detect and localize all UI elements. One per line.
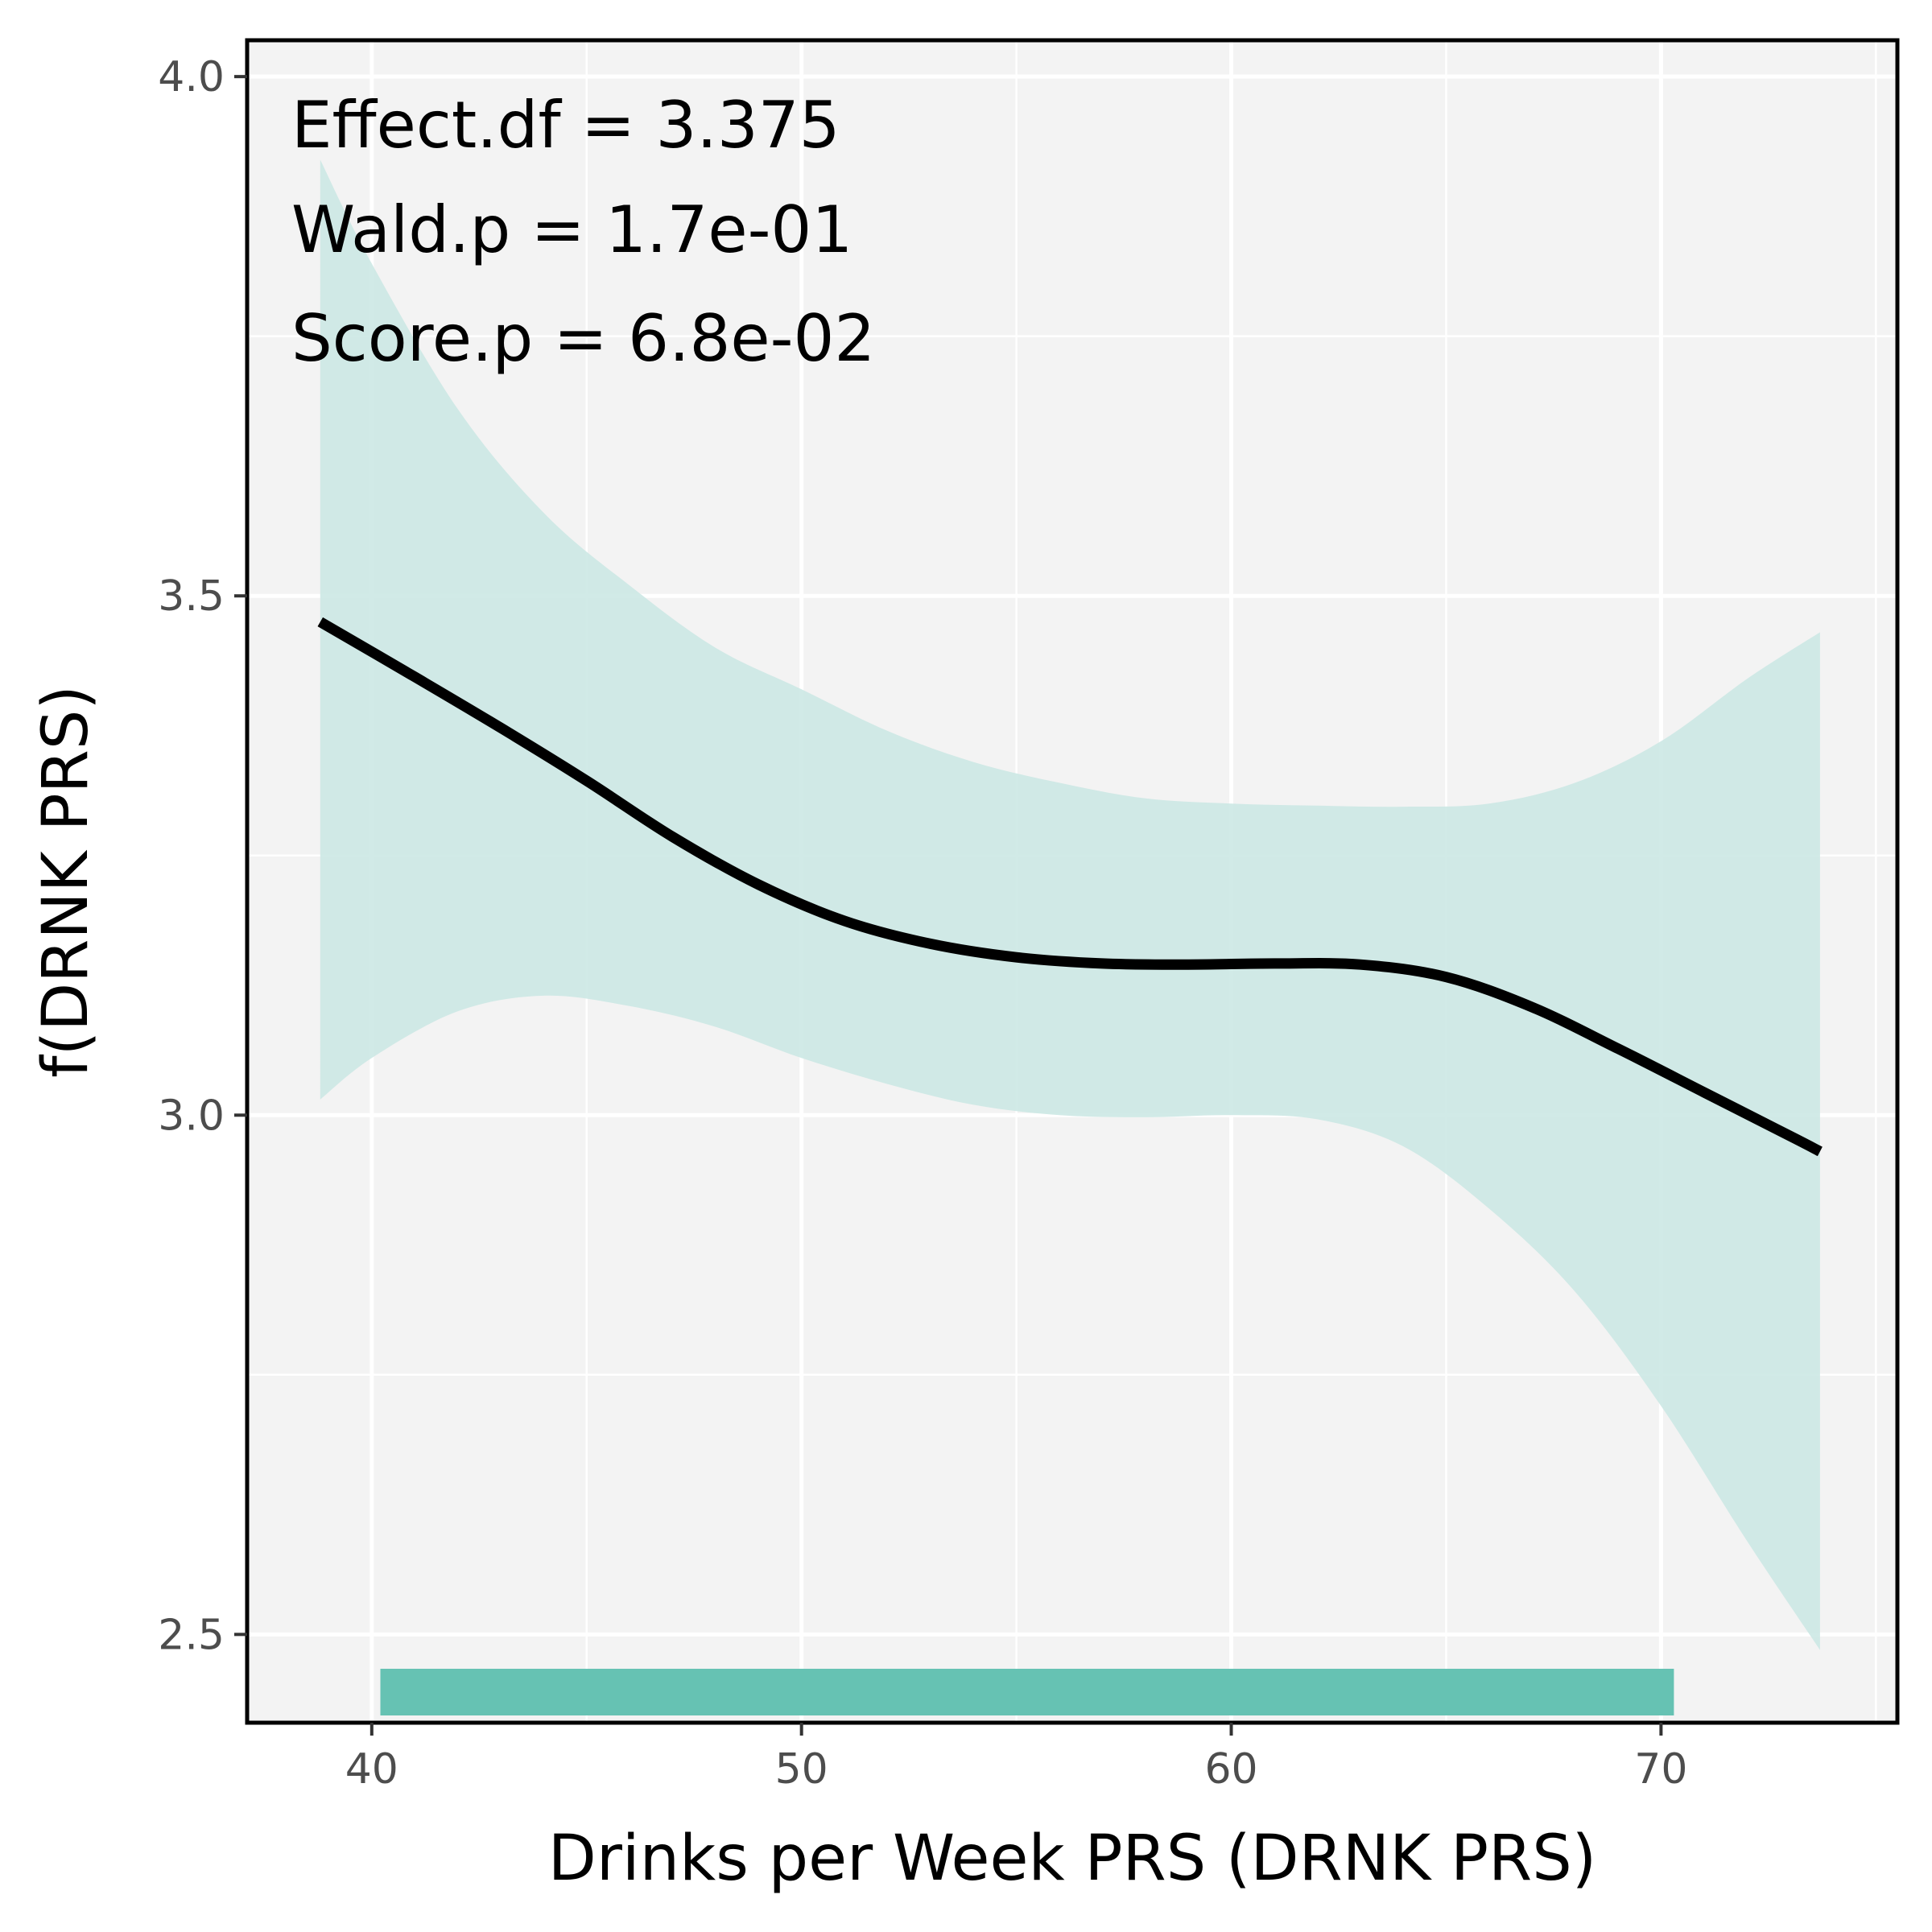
annotation-wald-p: Wald.p = 1.7e-01	[291, 192, 852, 267]
x-tick-label: 40	[345, 1745, 398, 1794]
y-tick-label: 3.0	[158, 1092, 225, 1140]
x-tick-label: 70	[1634, 1745, 1687, 1794]
annotation-score-p: Score.p = 6.8e-02	[291, 301, 875, 376]
smooth-fit-line	[317, 617, 1823, 1157]
plot-panel-border	[245, 38, 1900, 1725]
axis-ticks: 40 50 60 70 2.5 3.0 3.5 4.0	[158, 53, 1687, 1794]
annotation-effect-df: Effect.df = 3.375	[291, 88, 840, 163]
x-axis-title: Drinks per Week PRS (DRNK PRS)	[548, 1823, 1596, 1895]
rug-marks	[380, 1669, 1674, 1715]
y-tick-label: 4.0	[158, 53, 225, 101]
confidence-band	[320, 159, 1820, 1650]
y-tick-label: 2.5	[158, 1611, 225, 1659]
y-axis-title: f(DRNK PRS)	[30, 685, 102, 1078]
x-tick-label: 50	[775, 1745, 828, 1794]
x-tick-label: 60	[1204, 1745, 1257, 1794]
y-tick-label: 3.5	[158, 572, 225, 621]
